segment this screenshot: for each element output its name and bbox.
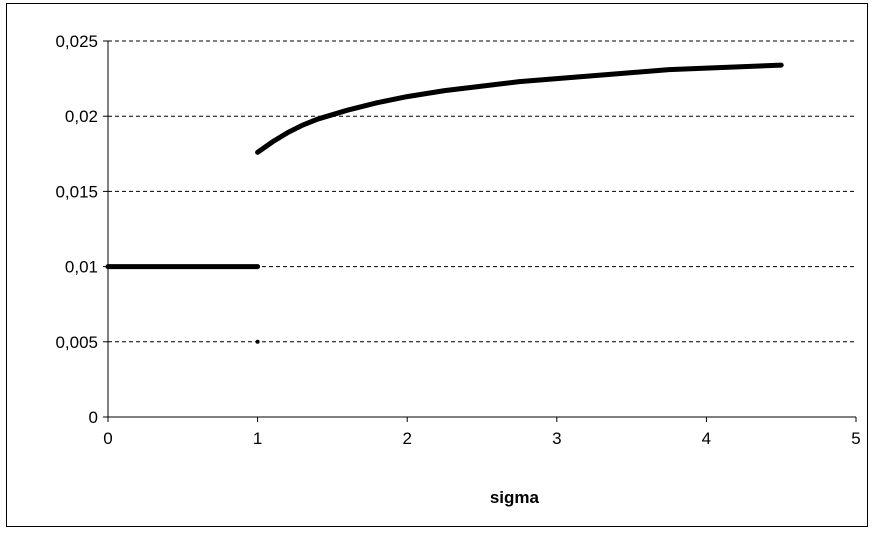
- data-point-0: [255, 339, 260, 344]
- y-tick-label-2: 0,01: [65, 258, 98, 277]
- x-axis-title: sigma: [490, 488, 540, 507]
- y-tick-label-3: 0,015: [55, 182, 98, 201]
- x-tick-label-3: 3: [552, 429, 561, 448]
- x-tick-label-5: 5: [851, 429, 860, 448]
- x-tick-label-4: 4: [702, 429, 711, 448]
- chart-area: 0 0,005 0,01 0,015 0,02 0,025 0 1 2 3 4 5 sigma: [6, 3, 868, 527]
- chart-svg: 0 0,005 0,01 0,015 0,02 0,025 0 1 2 3 4 5 sigma: [55, 32, 860, 507]
- x-tick-label-2: 2: [402, 429, 411, 448]
- y-tick-label-5: 0,025: [55, 32, 98, 51]
- y-tick-label-0: 0: [89, 408, 98, 427]
- y-tick-label-4: 0,02: [65, 107, 98, 126]
- x-tick-label-0: 0: [103, 429, 112, 448]
- series-line-1: [255, 62, 784, 155]
- x-tick-label-1: 1: [253, 429, 262, 448]
- y-tick-label-1: 0,005: [55, 333, 98, 352]
